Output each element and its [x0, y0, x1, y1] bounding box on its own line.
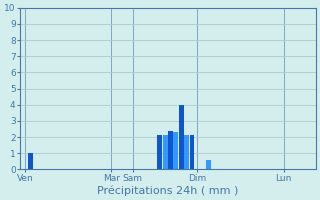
- Bar: [163, 135, 168, 169]
- Bar: [173, 132, 178, 169]
- Bar: [206, 160, 211, 169]
- Bar: [179, 105, 184, 169]
- X-axis label: Précipitations 24h ( mm ): Précipitations 24h ( mm ): [97, 185, 238, 196]
- Bar: [184, 135, 189, 169]
- Bar: [168, 131, 173, 169]
- Bar: [157, 135, 162, 169]
- Bar: [190, 135, 195, 169]
- Bar: [28, 153, 33, 169]
